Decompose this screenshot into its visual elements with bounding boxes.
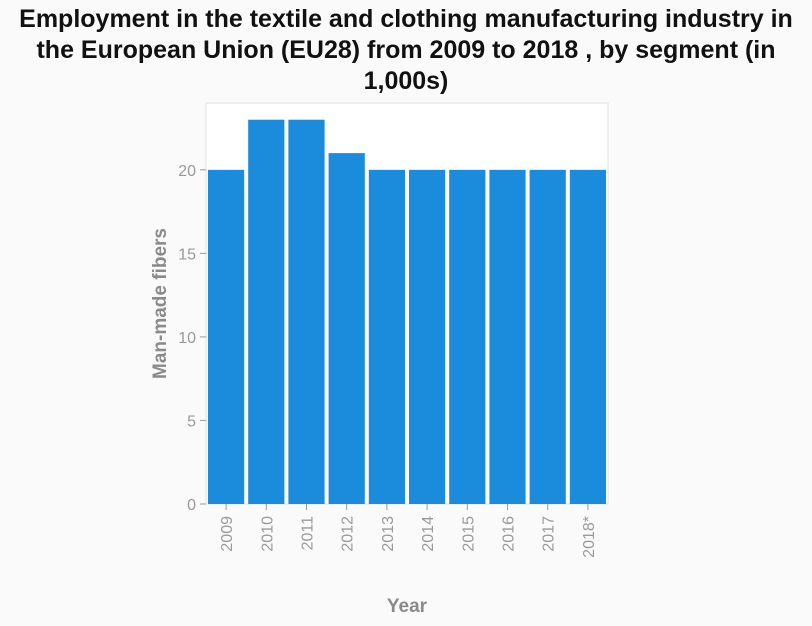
- x-tick-label: 2015: [460, 516, 477, 552]
- bar-2014: [409, 169, 446, 505]
- x-tick-label: 2013: [380, 516, 397, 552]
- y-tick-label: 10: [178, 330, 196, 347]
- y-axis: 0 5 10 15 20: [178, 163, 206, 514]
- y-tick-label: 0: [187, 497, 196, 514]
- x-tick-label: 2018*: [581, 516, 598, 558]
- bar-2013: [368, 169, 405, 505]
- bars-group: [208, 119, 606, 505]
- bar-2010: [248, 119, 285, 504]
- bar-2018*: [569, 169, 606, 505]
- x-tick-label: 2011: [300, 516, 317, 551]
- y-tick-label: 15: [178, 246, 196, 263]
- bar-2016: [489, 169, 526, 505]
- x-tick-label: 2012: [340, 516, 357, 552]
- bar-2015: [449, 169, 486, 505]
- bar-2009: [208, 169, 245, 505]
- bar-2017: [529, 169, 566, 505]
- x-tick-label: 2009: [219, 516, 236, 552]
- x-tick-label: 2014: [420, 516, 437, 552]
- bar-2011: [288, 119, 325, 504]
- x-tick-label: 2010: [259, 516, 276, 552]
- y-axis-label: Man-made fibers: [150, 228, 171, 379]
- x-axis: 2009 2010 2011 2012 2013 2014 2015 2016 2017 2018…: [219, 504, 598, 558]
- chart-title: Employment in the textile and clothing m…: [19, 5, 793, 95]
- x-axis-label: Year: [387, 596, 428, 617]
- x-tick-label: 2017: [541, 516, 558, 552]
- bar-2012: [328, 153, 365, 504]
- x-tick-label: 2016: [501, 516, 518, 552]
- y-tick-label: 20: [178, 163, 196, 180]
- y-tick-label: 5: [187, 413, 196, 430]
